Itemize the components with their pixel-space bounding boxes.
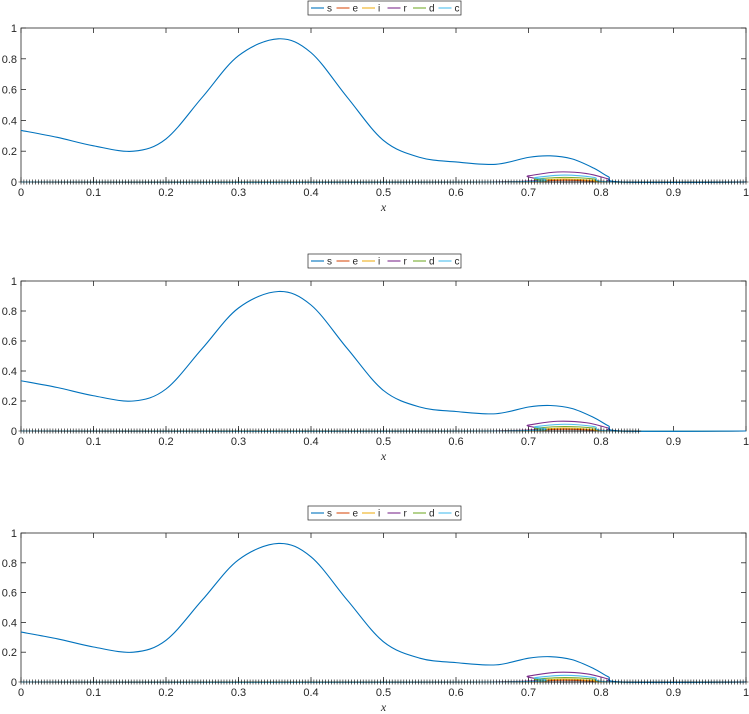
x-tick-label: 1 (743, 436, 749, 448)
y-tick-label: 1 (11, 23, 17, 35)
y-tick-label: 0.6 (2, 588, 17, 600)
x-tick-label: 0.8 (593, 436, 608, 448)
series-line-s (20, 38, 747, 183)
x-axis-label: x (380, 449, 387, 463)
x-tick-label: 0.5 (376, 436, 391, 448)
y-tick-label: 0.6 (2, 85, 17, 97)
x-tick-label: 0 (18, 687, 24, 699)
x-tick-label: 0.5 (376, 187, 391, 199)
chart-panel-3: 0 0.1 0.2 0.3 0.4 0.5 0.6 0.7 0.8 0.9 1 0 0.2 0.4 0.6 0… (2, 505, 749, 714)
plot-area (20, 280, 747, 432)
x-tick-label: 0 (18, 187, 24, 199)
x-tick-label: 0.7 (521, 436, 536, 448)
x-tick-label: 0.4 (303, 436, 318, 448)
plot-area (20, 532, 747, 683)
y-tick-label: 0.2 (2, 396, 17, 408)
y-tick-label: 0.8 (2, 558, 17, 570)
y-tick-label: 0.8 (2, 54, 17, 66)
legend-label-i: i (378, 4, 380, 15)
plot-area (20, 27, 747, 183)
x-tick-label: 1 (743, 187, 749, 199)
node-marker-path (18, 428, 642, 434)
legend-label-r: r (404, 4, 408, 15)
legend-label-e: e (353, 509, 359, 520)
x-tick-label: 0.6 (448, 187, 463, 199)
x-tick-label: 0.1 (86, 436, 101, 448)
legend-label-s: s (327, 257, 332, 268)
legend-label-e: e (353, 257, 359, 268)
y-tick-label: 0.4 (2, 617, 17, 629)
x-tick-label: 0.8 (593, 187, 608, 199)
x-tick-label: 0.4 (303, 187, 318, 199)
x-tick-label: 0.6 (448, 687, 463, 699)
node-markers (18, 179, 749, 185)
x-tick-label: 0.8 (593, 687, 608, 699)
chart-panel-1: 0 0.1 0.2 0.3 0.4 0.5 0.6 0.7 0.8 0.9 1 0 0.2 0.4 0.6 0… (2, 0, 749, 214)
x-tick-label: 0 (18, 436, 24, 448)
x-tick-label: 0.1 (86, 187, 101, 199)
legend-label-c: c (455, 257, 460, 268)
y-tick-label: 1 (11, 276, 17, 288)
y-tick-label: 1 (11, 528, 17, 540)
x-tick-label: 0.7 (521, 187, 536, 199)
node-marker-path (18, 679, 749, 685)
x-tick-label: 0.2 (158, 436, 173, 448)
x-tick-label: 0.7 (521, 687, 536, 699)
x-tick-label: 1 (743, 687, 749, 699)
x-tick-label: 0.9 (666, 436, 681, 448)
y-tick-label: 0.2 (2, 647, 17, 659)
y-tick-label: 0.4 (2, 366, 17, 378)
legend-label-d: d (429, 509, 435, 520)
node-marker-path (18, 179, 749, 185)
y-tick-label: 0.2 (2, 146, 17, 158)
x-tick-label: 0.2 (158, 687, 173, 699)
y-tick-label: 0.6 (2, 336, 17, 348)
x-tick-label: 0.3 (231, 187, 246, 199)
legend-label-e: e (353, 4, 359, 15)
legend-box (307, 253, 462, 269)
node-markers (18, 428, 642, 434)
x-tick-label: 0.1 (86, 687, 101, 699)
legend-label-d: d (429, 257, 435, 268)
legend-box (307, 0, 462, 16)
legend-label-r: r (404, 257, 408, 268)
legend-label-c: c (455, 4, 460, 15)
legend-label-r: r (404, 509, 408, 520)
legend-box (307, 505, 462, 521)
x-axis-label: x (380, 200, 387, 214)
legend-label-i: i (378, 257, 380, 268)
y-tick-label: 0 (11, 426, 17, 438)
x-tick-label: 0.2 (158, 187, 173, 199)
legend-label-d: d (429, 4, 435, 15)
legend-label-s: s (327, 509, 332, 520)
x-tick-label: 0.6 (448, 436, 463, 448)
y-tick-label: 0 (11, 177, 17, 189)
series-line-s (20, 290, 747, 432)
x-tick-label: 0.9 (666, 187, 681, 199)
legend-label-i: i (378, 509, 380, 520)
series-line-s (20, 542, 747, 683)
legend-label-s: s (327, 4, 332, 15)
x-tick-label: 0.9 (666, 687, 681, 699)
y-tick-label: 0 (11, 677, 17, 689)
x-tick-label: 0.4 (303, 687, 318, 699)
x-tick-label: 0.3 (231, 687, 246, 699)
x-tick-label: 0.5 (376, 687, 391, 699)
y-tick-label: 0.8 (2, 306, 17, 318)
chart-panel-2: 0 0.1 0.2 0.3 0.4 0.5 0.6 0.7 0.8 0.9 1 0 0.2 0.4 0.6 0… (2, 253, 749, 463)
node-markers (18, 679, 749, 685)
y-tick-label: 0.4 (2, 115, 17, 127)
legend-label-c: c (455, 509, 460, 520)
x-axis-label: x (380, 700, 387, 714)
x-tick-label: 0.3 (231, 436, 246, 448)
